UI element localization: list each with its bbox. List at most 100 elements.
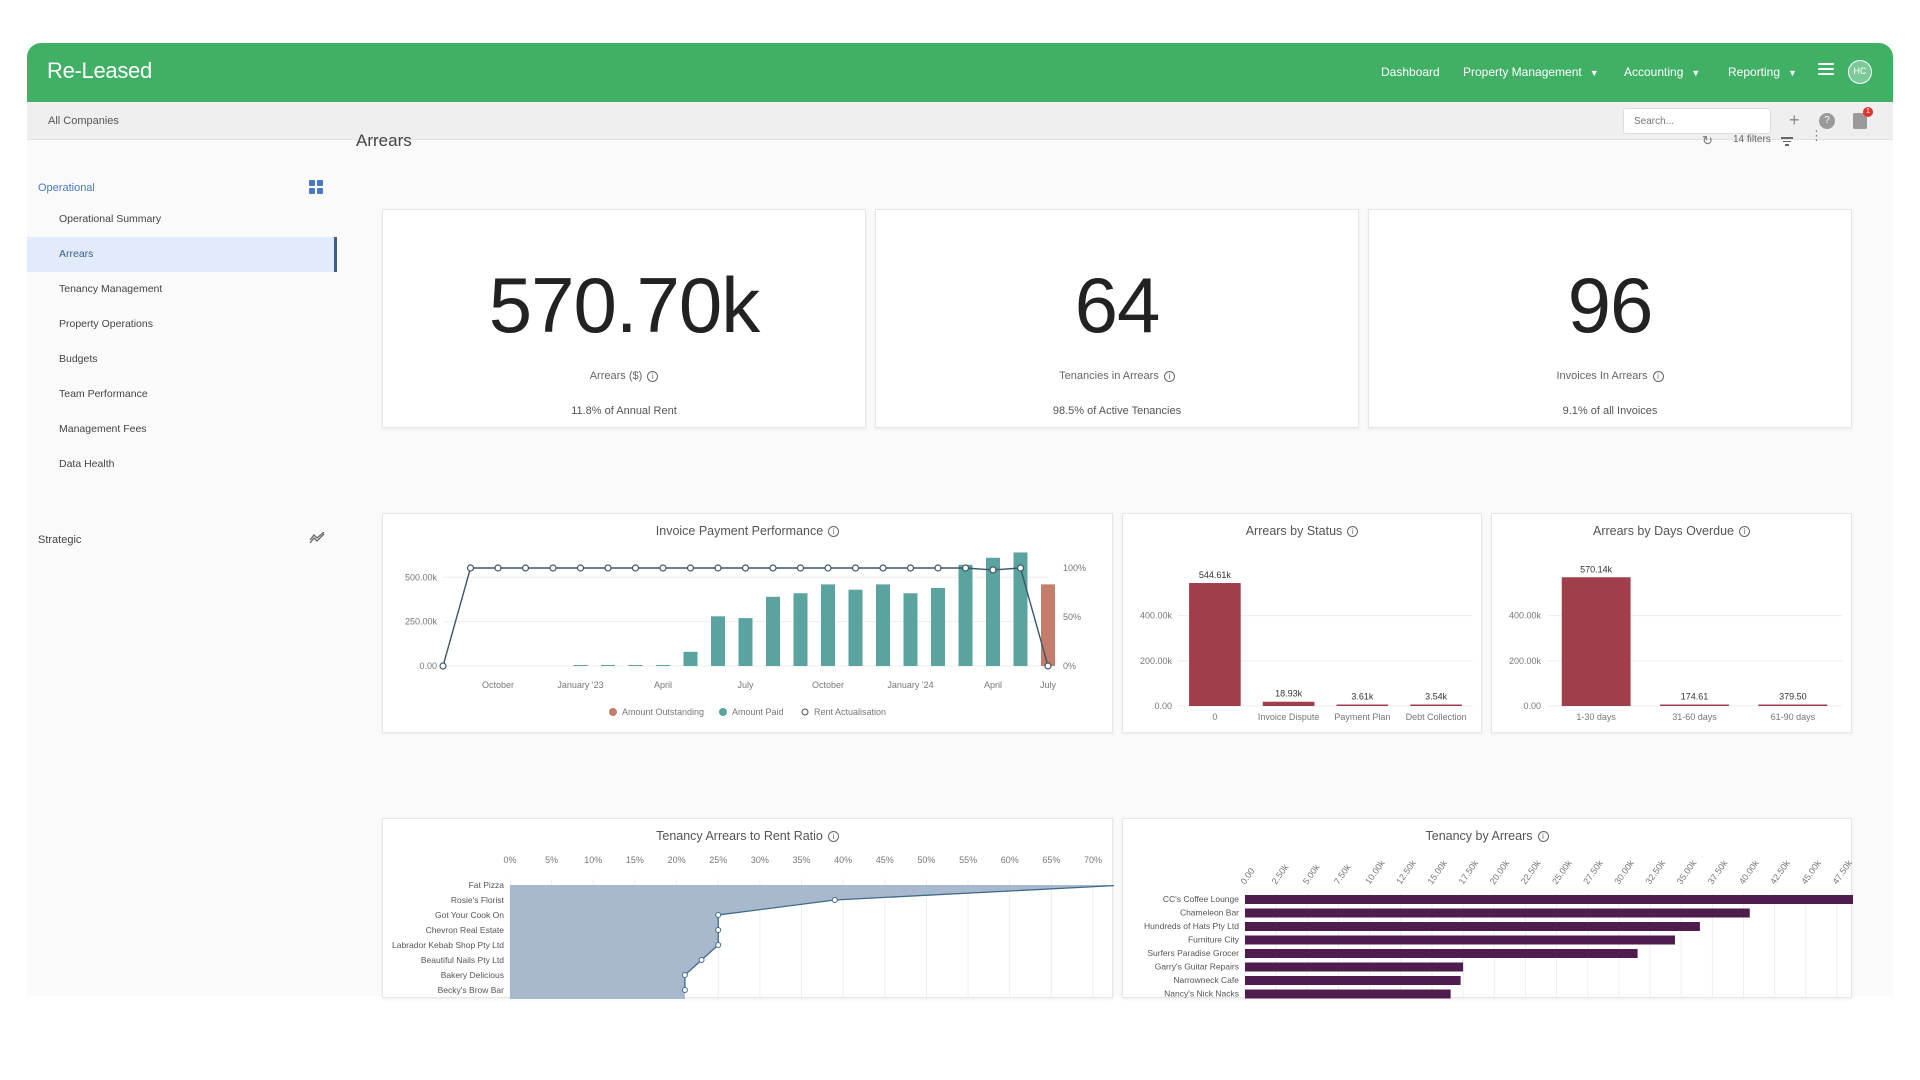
legend-marker [609, 708, 617, 716]
nav-reporting-label: Reporting [1728, 65, 1781, 79]
kpi-value: 570.70k [488, 261, 761, 349]
bar-amount-paid [903, 593, 918, 666]
app-logo[interactable]: Re-Leased [47, 58, 152, 83]
legend-label: Rent Actualisation [814, 707, 886, 717]
x-tick-label: 5% [545, 855, 558, 865]
sidebar-item-management-fees[interactable]: Management Fees [59, 423, 147, 435]
filters-button[interactable]: 14 filters [1733, 134, 1771, 145]
sidebar-item-team-performance[interactable]: Team Performance [59, 388, 148, 400]
x-tick-label: 35.00k [1675, 858, 1699, 886]
bar-amount-paid [958, 564, 973, 666]
invoice-payment-chart: 500.00k 250.00k 0.00 100% 50% 0% October Januar… [405, 552, 1086, 717]
rent-actualisation-point [824, 564, 832, 572]
more-options-icon[interactable]: ⋮ [1810, 128, 1823, 143]
company-selector[interactable]: All Companies [48, 115, 119, 127]
info-icon[interactable]: i [1347, 526, 1359, 538]
info-icon[interactable]: i [828, 526, 840, 538]
add-icon[interactable]: + [1789, 110, 1800, 130]
y-tick-label: Chevron Real Estate [426, 925, 505, 935]
bar [1245, 962, 1464, 972]
nav-dashboard[interactable]: Dashboard [1381, 65, 1440, 79]
kpi-card-invoices[interactable]: 96 Invoices In Arrears i 9.1% of all Invo… [1368, 209, 1852, 428]
bar-amount-paid [573, 665, 588, 666]
bar [1660, 704, 1729, 706]
ratio-area [510, 885, 1114, 999]
x-tick-label: 10.00k [1363, 858, 1387, 886]
sidebar-item-operational-summary[interactable]: Operational Summary [59, 213, 162, 225]
nav-property-management[interactable]: Property Management ▼ [1463, 65, 1599, 79]
y-tick-label: Labrador Kebab Shop Pty Ltd [392, 940, 504, 950]
x-tick-label: 22.50k [1519, 858, 1543, 886]
info-icon[interactable]: i [1163, 370, 1175, 382]
filter-icon[interactable] [1781, 137, 1793, 146]
sidebar-section-operational[interactable]: Operational [38, 182, 95, 194]
sidebar-section-strategic[interactable]: Strategic [38, 534, 82, 546]
data-label: 379.50 [1779, 692, 1807, 702]
notification-icon[interactable] [1853, 113, 1867, 129]
grid-icon[interactable] [309, 180, 323, 194]
page-title: Arrears [356, 131, 412, 150]
y-tick-label: Garry's Guitar Repairs [1155, 962, 1239, 972]
kpi-label: Tenancies in Arrears i [876, 370, 1358, 382]
x-tick-label: 60% [1001, 855, 1019, 865]
y-tick-label: 200.00k [1509, 656, 1542, 666]
x-tick-label: 0% [503, 855, 516, 865]
kpi-label: Invoices In Arrears i [1369, 370, 1851, 382]
kpi-card-tenancies[interactable]: 64 Tenancies in Arrears i 98.5% of Active… [875, 209, 1359, 428]
y-tick-label: Fat Pizza [469, 880, 505, 890]
rent-actualisation-point [659, 564, 667, 572]
x-tick-label: January '23 [557, 680, 603, 690]
ratio-point [715, 942, 722, 948]
rent-actualisation-point [494, 564, 502, 572]
y-tick-label: 0.00 [1523, 701, 1541, 711]
rent-actualisation-point [851, 564, 860, 572]
sidebar-item-arrears[interactable]: Arrears [27, 237, 337, 272]
info-icon[interactable]: i [1537, 831, 1549, 843]
x-tick-label: Debt Collection [1406, 712, 1467, 722]
user-avatar[interactable]: HC [1848, 60, 1872, 84]
x-tick-label: 61-90 days [1771, 712, 1816, 722]
y-tick-label: Furniture City [1188, 935, 1240, 945]
search-input[interactable] [1623, 108, 1771, 134]
sidebar-item-tenancy-management[interactable]: Tenancy Management [59, 283, 163, 295]
kpi-label: Arrears ($) i [383, 370, 865, 382]
data-label: 18.93k [1275, 689, 1303, 699]
bar [1410, 704, 1462, 706]
legend-label: Amount Outstanding [622, 707, 704, 717]
y-tick-label: 0.00 [419, 661, 437, 671]
data-label: 174.61 [1681, 692, 1709, 702]
nav-reporting[interactable]: Reporting ▼ [1728, 65, 1797, 79]
hamburger-menu-icon[interactable] [1818, 63, 1834, 77]
help-icon[interactable]: ? [1819, 113, 1835, 129]
x-tick-label: 17.50k [1457, 858, 1481, 886]
nav-accounting[interactable]: Accounting ▼ [1624, 65, 1700, 79]
chart-card-tenancy-by-arrears: Tenancy by Arrears i 0.00 2.50k 5.00k 7.50k 1… [1122, 818, 1853, 999]
x-tick-label: October [482, 680, 514, 690]
x-tick-label: 42.50k [1768, 858, 1792, 886]
x-tick-label: 55% [959, 855, 977, 865]
chart-title-text: Tenancy by Arrears [1425, 829, 1533, 843]
chevron-down-icon: ▼ [1589, 68, 1599, 78]
x-tick-label: 25.00k [1550, 858, 1574, 886]
rent-actualisation-point [769, 564, 777, 572]
x-tick-label: 31-60 days [1672, 712, 1717, 722]
info-icon[interactable]: i [1652, 370, 1664, 382]
sidebar-item-data-health[interactable]: Data Health [59, 458, 115, 470]
sidebar-item-budgets[interactable]: Budgets [59, 353, 98, 365]
chart-title: Invoice Payment Performance i [383, 524, 1112, 538]
ratio-point [681, 987, 688, 993]
bar-amount-paid [601, 665, 615, 666]
sidebar-item-property-operations[interactable]: Property Operations [59, 318, 153, 330]
kpi-card-arrears[interactable]: 570.70k Arrears ($) i 11.8% of Annual Ren… [382, 209, 866, 428]
data-label: 570.14k [1580, 564, 1613, 574]
info-icon[interactable]: i [827, 831, 839, 843]
x-tick-label: October [812, 680, 844, 690]
info-icon[interactable]: i [1739, 526, 1751, 538]
refresh-icon[interactable]: ↻ [1702, 133, 1713, 148]
x-tick-label: 5.00k [1301, 862, 1322, 886]
top-navigation-bar: Re-Leased Dashboard Property Management ▼… [27, 43, 1893, 102]
trend-icon[interactable] [309, 532, 325, 544]
x-tick-label: 30% [751, 855, 769, 865]
info-icon[interactable]: i [647, 370, 659, 382]
rent-actualisation-point [741, 564, 750, 572]
